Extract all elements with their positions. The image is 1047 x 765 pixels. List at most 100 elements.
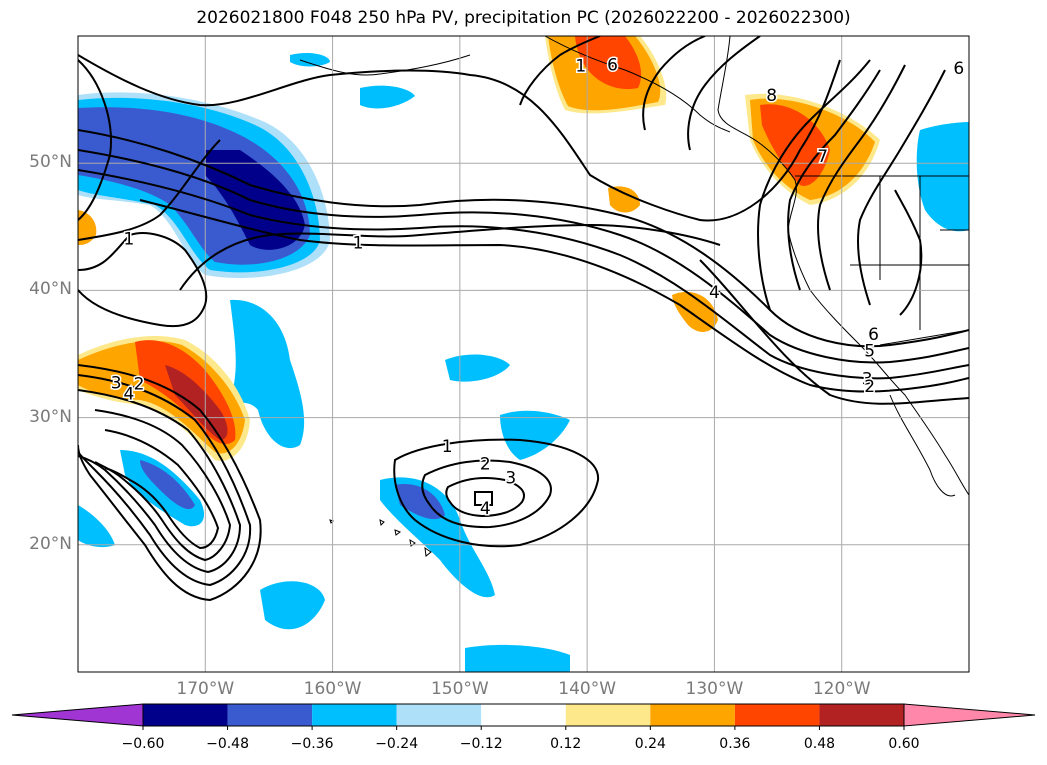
colorbar-segment xyxy=(312,704,397,726)
shade-orange-mid xyxy=(672,291,718,332)
contour-label: 1 xyxy=(442,437,453,457)
contour-label: 4 xyxy=(124,385,135,405)
pv-contour-jet-c xyxy=(78,169,969,380)
shade-cyan-aleutian xyxy=(360,85,415,109)
pv-contour-west-ridge xyxy=(78,364,262,602)
colorbar-extend-max xyxy=(903,703,1036,727)
colorbar-tick-label: −0.60 xyxy=(121,736,165,752)
pv-contour-trough-4 xyxy=(857,69,946,306)
contour-label: 3 xyxy=(111,373,122,393)
shade-cyan-small xyxy=(445,354,510,382)
contour-label: 2 xyxy=(480,455,491,475)
contour-label: 1 xyxy=(353,233,364,253)
pv-contour-alaska xyxy=(519,36,601,106)
contour-label: 7 xyxy=(817,147,828,167)
colorbar-tick-label: 0.12 xyxy=(550,736,582,752)
pv-contour-hawaii-3 xyxy=(445,477,525,518)
shade-cyan-left xyxy=(78,505,115,548)
longitude-label: 170°W xyxy=(176,679,235,699)
shade-cyan-mid xyxy=(230,299,305,449)
pv-contour-trough-3 xyxy=(817,64,906,291)
longitude-label: 130°W xyxy=(685,679,744,699)
latitude-label: 20°N xyxy=(29,533,72,554)
colorbar-segment xyxy=(734,704,820,726)
shade-cyan-east xyxy=(500,410,570,460)
colorbar-segment xyxy=(143,704,228,726)
shade-dark-red-west xyxy=(165,365,228,440)
latitude-label: 50°N xyxy=(29,152,72,173)
longitude-label: 140°W xyxy=(558,679,617,699)
colorbar-segment xyxy=(819,704,904,726)
pv-contour-hawaii-4 xyxy=(474,491,493,506)
colorbar-segment xyxy=(396,704,482,726)
latitude-label: 40°N xyxy=(29,279,72,300)
pv-contour-hawaii-1 xyxy=(393,438,600,548)
contour-label: 6 xyxy=(607,55,618,75)
colorbar-segment xyxy=(227,704,313,726)
colorbar-frame xyxy=(142,703,905,727)
pv-contour-jet-d xyxy=(139,199,969,393)
colorbar-tick-label: 0.36 xyxy=(719,736,751,752)
contour-label: 4 xyxy=(709,283,720,303)
shade-cyan-south xyxy=(260,581,325,630)
shade-blue-sw xyxy=(140,460,195,510)
longitude-label: 150°W xyxy=(430,679,489,699)
pv-contour-1-north xyxy=(78,54,841,222)
pv-contour-west-slope xyxy=(78,232,208,328)
pv-contour-west-top xyxy=(78,59,112,221)
latitude-label: 30°N xyxy=(29,406,72,427)
shade-orange-edge xyxy=(78,210,97,245)
colorbar-segment xyxy=(565,704,651,726)
coast-aleutians xyxy=(299,54,471,76)
pv-contour-1-mid xyxy=(179,223,721,291)
shade-red-north xyxy=(575,36,642,90)
chart-title: 2026021800 F048 250 hPa PV, precipitatio… xyxy=(196,8,851,28)
contour-label: 3 xyxy=(862,369,873,389)
colorbar-tick-label: 0.24 xyxy=(634,736,666,752)
shade-cyan-ne xyxy=(916,122,969,232)
pv-contour-alaska-2 xyxy=(642,36,706,131)
contour-label: 8 xyxy=(766,86,777,106)
pv-contour-west-ridge-5 xyxy=(104,429,220,550)
shade-cyan-topleft xyxy=(290,52,330,67)
colorbar xyxy=(11,703,1036,730)
precip-negative-shading xyxy=(78,52,969,672)
pv-contour-jet-b xyxy=(78,149,969,364)
coast-north-america xyxy=(717,36,969,496)
contour-label: 1 xyxy=(124,230,135,250)
colorbar-tick-label: −0.12 xyxy=(459,736,503,752)
contour-label: 3 xyxy=(505,469,516,489)
longitude-label: 160°W xyxy=(303,679,362,699)
contour-label: 1 xyxy=(575,57,586,77)
border-us-mexico xyxy=(879,329,969,346)
colorbar-segment xyxy=(481,704,566,726)
contour-label: 5 xyxy=(864,341,875,361)
coast-baja xyxy=(889,394,956,497)
pv-contour-trough-1 xyxy=(757,59,871,311)
colorbar-tick-label: −0.48 xyxy=(206,736,249,752)
contour-label: 4 xyxy=(480,499,491,519)
shade-blue-hawaii xyxy=(395,484,445,520)
pv-contour-west-ridge-4 xyxy=(94,409,232,562)
pv-contour-1-west xyxy=(78,139,221,241)
colorbar-tick-label: −0.36 xyxy=(290,736,334,752)
contour-label: 2 xyxy=(134,375,145,395)
shade-cyan-bottom xyxy=(465,644,570,672)
coast-alaska xyxy=(544,36,731,133)
pv-contour-jet-e xyxy=(699,259,969,405)
coastlines xyxy=(299,36,969,557)
contour-label: 2 xyxy=(864,377,875,397)
shade-orange-small xyxy=(608,186,640,213)
colorbar-tick-label: 0.60 xyxy=(888,736,920,752)
contour-label: 6 xyxy=(868,325,879,345)
gridlines xyxy=(78,36,969,672)
colorbar-tick-label: 0.48 xyxy=(803,736,836,752)
shade-red-ne xyxy=(760,104,830,186)
contour-label: 6 xyxy=(953,59,964,79)
colorbar-extend-min xyxy=(11,703,144,727)
pv-contour-jet-a xyxy=(78,129,969,348)
pv-contours xyxy=(78,36,969,602)
